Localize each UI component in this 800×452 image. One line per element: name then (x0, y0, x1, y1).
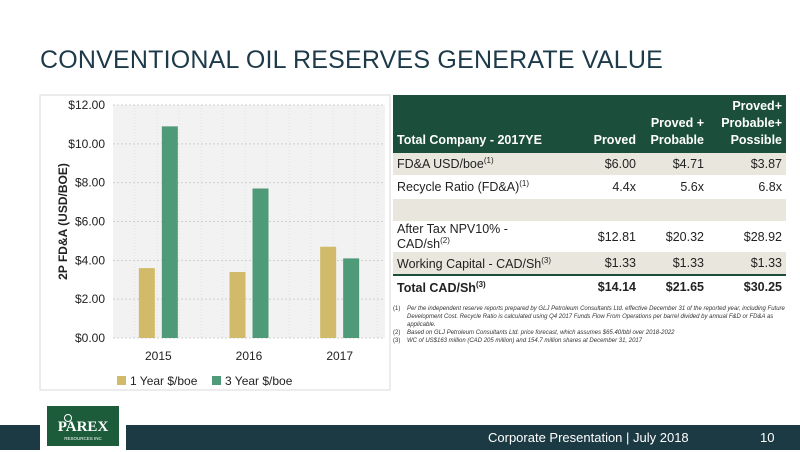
y-axis-label: 2P FD&A (USD/BOE) (56, 163, 70, 280)
fda-bar-chart-svg: $0.00 $2.00 $4.00 $6.00 $8.00 $10.00 $12.00 201… (39, 94, 391, 391)
parex-logo-icon: PAREX RESOURCES INC (47, 406, 119, 446)
y-tick-label: $12.00 (68, 98, 105, 112)
table-row-working-capital: Working Capital - CAD/Sh(3) $1.33 $1.33 … (393, 251, 786, 276)
row-label: After Tax NPV10% - CAD/sh(2) (393, 221, 562, 253)
footnote: (3) WC of US$163 million (CAD 205 million… (393, 337, 786, 345)
row-footnote-ref: (3) (475, 279, 486, 289)
cell-proved-probable-possible: $3.87 (708, 153, 786, 176)
footnote: (1) Per the independent reserve reports p… (393, 305, 786, 329)
cell-proved: $6.00 (562, 153, 640, 176)
row-label: Working Capital - CAD/Sh(3) (393, 251, 562, 276)
footnotes: (1) Per the independent reserve reports p… (393, 305, 786, 345)
footnote-number: (1) (393, 306, 401, 313)
bar-3-year-boe-2015 (161, 126, 178, 338)
row-label-text: Recycle Ratio (FD&A) (397, 180, 520, 195)
page-title: CONVENTIONAL OIL RESERVES GENERATE VALUE (40, 46, 663, 74)
company-logo: PAREX RESOURCES INC (40, 400, 126, 452)
cell-proved-probable: $1.33 (640, 251, 708, 276)
table-row-recycle-ratio: Recycle Ratio (FD&A)(1) 4.4x 5.6x 6.8x (393, 175, 786, 199)
cell-proved-probable-possible: $30.25 (708, 274, 786, 300)
x-tick-label: 2017 (326, 349, 353, 363)
table-row-fda: FD&A USD/boe(1) $6.00 $4.71 $3.87 (393, 153, 786, 176)
table-row-total: Total CAD/Sh(3) $14.14 $21.65 $30.25 (393, 274, 786, 300)
cell-proved-probable: $21.65 (640, 274, 708, 300)
reserves-table: Total Company - 2017YE Proved Proved + P… (393, 95, 786, 300)
page-number: 10 (760, 430, 775, 445)
cell-proved-probable: 5.6x (640, 175, 708, 199)
x-tick-label: 2016 (236, 349, 263, 363)
logo-subtext: RESOURCES INC (64, 436, 102, 441)
row-footnote-ref: (1) (483, 156, 494, 166)
y-tick-label: $4.00 (75, 253, 105, 267)
cell-proved-probable: $20.32 (640, 221, 708, 253)
y-tick-label: $6.00 (75, 215, 105, 229)
y-tick-label: $2.00 (75, 292, 105, 306)
bar-1-year-boe-2017 (320, 246, 337, 338)
cell-proved: $1.33 (562, 251, 640, 276)
cell-proved-probable: $4.71 (640, 153, 708, 176)
footer-bar (0, 425, 800, 450)
y-tick-label: $0.00 (75, 331, 105, 345)
bar-3-year-boe-2016 (252, 188, 269, 338)
cell-proved-probable-possible: $1.33 (708, 251, 786, 276)
table-row-spacer (393, 198, 786, 222)
legend-swatch (212, 376, 221, 385)
row-label-text: Working Capital - CAD/Sh (397, 256, 542, 271)
row-footnote-ref: (2) (440, 236, 450, 245)
cell-proved: $14.14 (562, 274, 640, 300)
table-row-npv: After Tax NPV10% - CAD/sh(2) $12.81 $20.… (393, 221, 786, 253)
reserves-table-panel: Total Company - 2017YE Proved Proved + P… (393, 95, 786, 345)
row-label: FD&A USD/boe(1) (393, 153, 562, 176)
footer-text: Corporate Presentation | July 2018 (488, 430, 689, 445)
y-tick-label: $8.00 (75, 176, 105, 190)
row-footnote-ref: (1) (519, 179, 530, 189)
legend-label: 3 Year $/boe (225, 374, 293, 388)
footnote-text: Based on GLJ Petroleum Consultants Ltd. … (407, 330, 675, 337)
footnote-number: (3) (393, 338, 401, 345)
table-header-proved-probable-possible: Proved+ Probable+ Possible (708, 95, 786, 153)
cell-proved: 4.4x (562, 175, 640, 199)
footnote: (2) Based on GLJ Petroleum Consultants Lt… (393, 329, 786, 337)
legend-swatch (117, 376, 126, 385)
cell-proved-probable-possible: 6.8x (708, 175, 786, 199)
table-header-proved: Proved (562, 95, 640, 153)
y-tick-label: $10.00 (68, 137, 105, 151)
footnote-text: WC of US$163 million (CAD 205 million) a… (407, 338, 643, 345)
logo-wordmark: PAREX (58, 419, 109, 435)
legend-label: 1 Year $/boe (130, 374, 198, 388)
cell-proved: $12.81 (562, 221, 640, 253)
row-label: Recycle Ratio (FD&A)(1) (393, 175, 562, 199)
bar-3-year-boe-2017 (343, 258, 360, 338)
fda-chart: $0.00 $2.00 $4.00 $6.00 $8.00 $10.00 $12.00 201… (0, 90, 395, 395)
table-header-proved-probable: Proved + Probable (640, 95, 708, 153)
row-label-text: Total CAD/Sh (397, 280, 476, 295)
footnote-number: (2) (393, 330, 401, 337)
row-label: Total CAD/Sh(3) (393, 274, 562, 300)
cell-proved-probable-possible: $28.92 (708, 221, 786, 253)
row-footnote-ref: (3) (541, 255, 552, 265)
x-tick-label: 2015 (145, 349, 172, 363)
footnote-text: Per the independent reserve reports prep… (407, 306, 785, 329)
table-header-company: Total Company - 2017YE (393, 95, 562, 153)
row-label-text: FD&A USD/boe (397, 157, 484, 172)
row-label-text: After Tax NPV10% - CAD/sh (397, 222, 508, 252)
table-header-row: Total Company - 2017YE Proved Proved + P… (393, 95, 786, 153)
bar-1-year-boe-2016 (229, 271, 246, 338)
bar-1-year-boe-2015 (138, 268, 155, 338)
